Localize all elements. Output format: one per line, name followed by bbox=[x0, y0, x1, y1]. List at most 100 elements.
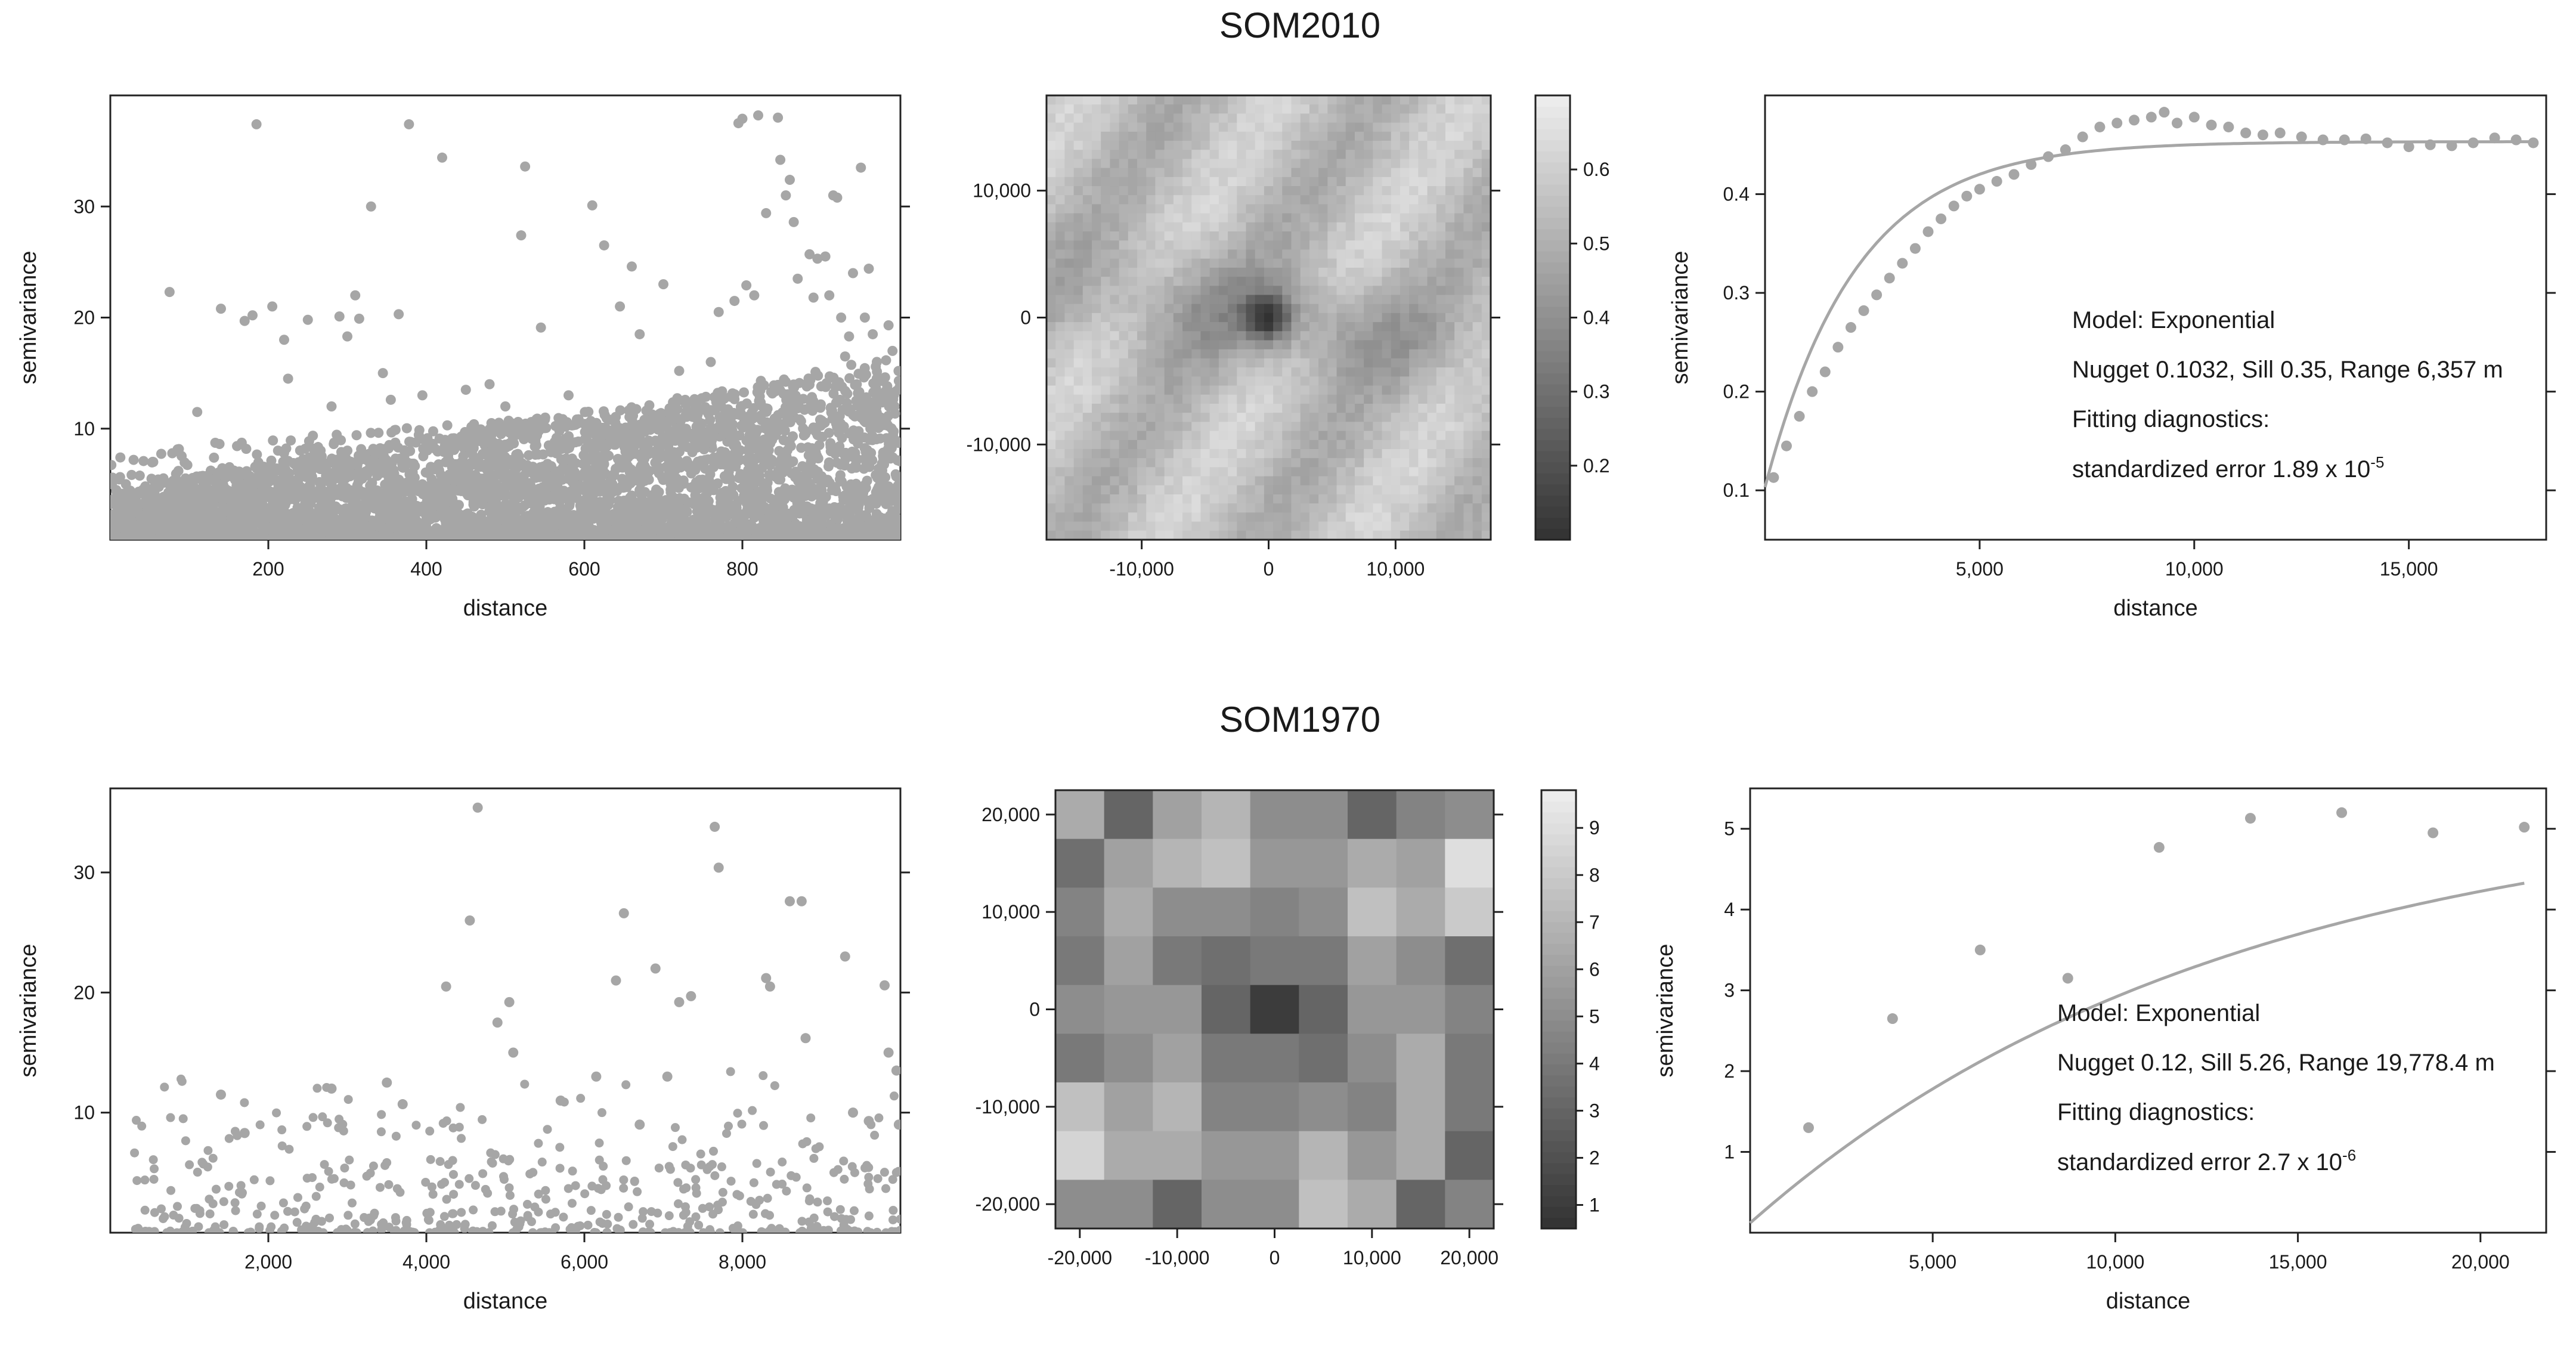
som2010-cloud-cloud-point bbox=[758, 502, 769, 513]
som2010-cloud-cloud-point bbox=[890, 469, 900, 479]
som2010-cloud-cloud-point bbox=[645, 425, 656, 435]
som2010-cloud-cloud-point bbox=[835, 424, 846, 435]
som2010-cloud-cloud-point bbox=[401, 423, 412, 434]
som2010-cloud-cloud-point bbox=[840, 386, 851, 397]
som2010-cloud-cloud-point bbox=[413, 429, 424, 440]
som2010-cloud-cloud-point bbox=[434, 459, 444, 470]
som2010-cloud-cloud-point bbox=[872, 484, 883, 495]
som2010-cloud-cloud-point bbox=[679, 508, 690, 519]
som2010-cloud-cloud-point bbox=[809, 484, 820, 494]
som2010-cloud-cloud-point bbox=[850, 411, 860, 422]
som2010-cloud-cloud-point bbox=[295, 481, 306, 492]
som2010-cloud-cloud-point bbox=[880, 495, 891, 506]
som2010-cloud-cloud-point bbox=[813, 370, 823, 381]
som2010-cloud-ytick-label: 30 bbox=[73, 196, 95, 217]
som2010-cloud-cloud-point bbox=[180, 502, 191, 513]
som2010-cloud-cloud-point bbox=[292, 533, 303, 540]
som2010-cloud-cloud-point bbox=[627, 410, 637, 421]
som2010-cloud-cloud-point bbox=[652, 465, 662, 475]
som2010-cloud-cloud-point bbox=[580, 434, 590, 444]
som2010-cloud-cloud-point bbox=[478, 522, 489, 533]
som2010-cloud-cloud-point bbox=[580, 407, 591, 417]
som2010-cloud-cloud-point bbox=[728, 438, 739, 449]
som2010-cloud-cloud-point bbox=[126, 469, 137, 480]
som2010-cloud-cloud-point bbox=[817, 432, 828, 443]
som2010-cloud-cloud-point bbox=[756, 439, 767, 450]
som2010-cloud-cloud-point bbox=[484, 534, 494, 540]
som2010-cloud-cloud-point bbox=[182, 460, 193, 471]
som2010-cloud-cloud-point bbox=[821, 378, 832, 389]
som2010-cloud-cloud-point bbox=[448, 498, 459, 509]
som2010-cloud-cloud-point bbox=[871, 357, 882, 367]
som1970-title: SOM1970 bbox=[1219, 700, 1381, 739]
som2010-cloud-cloud-point bbox=[464, 525, 475, 536]
som2010-cloud-cloud-point bbox=[210, 438, 221, 448]
som2010-cloud-cloud-point bbox=[209, 452, 219, 463]
som2010-cloud-cloud-point bbox=[726, 451, 737, 462]
som2010-cloud-cloud-point bbox=[776, 510, 787, 521]
som2010-cloud-cloud-point bbox=[281, 443, 292, 454]
som2010-cloud-cloud-point bbox=[736, 401, 747, 411]
som2010-cloud-cloud-point bbox=[828, 443, 838, 454]
som2010-cloud-cloud-point bbox=[644, 400, 655, 411]
som2010-cloud-cloud-point bbox=[599, 459, 609, 469]
som2010-cloud-cloud-point bbox=[701, 509, 711, 520]
som2010-title: SOM2010 bbox=[1219, 5, 1381, 45]
som2010-cloud-ylabel: semivariance bbox=[16, 251, 41, 385]
som2010-cloud-cloud-point bbox=[880, 472, 891, 482]
som2010-cloud-cloud-point bbox=[389, 494, 400, 505]
som2010-cloud-cloud-point bbox=[600, 439, 611, 450]
som2010-cloud-cloud-point bbox=[442, 420, 453, 431]
som2010-cloud-cloud-point bbox=[720, 416, 730, 426]
som2010-cloud-cloud-point bbox=[860, 482, 871, 493]
som2010-cloud-cloud-point bbox=[458, 451, 469, 462]
som2010-cloud-cloud-point bbox=[643, 448, 654, 459]
som2010-cloud-cloud-point bbox=[329, 437, 339, 448]
som2010-cloud-cloud-point bbox=[697, 436, 708, 447]
som2010-cloud-cloud-point bbox=[546, 461, 557, 472]
som2010-cloud-cloud-point bbox=[781, 395, 792, 406]
som2010-cloud-cloud-point bbox=[846, 360, 857, 370]
som2010-cloud-cloud-point bbox=[441, 443, 452, 453]
som2010-cloud-cloud-point bbox=[358, 490, 369, 501]
som2010-cloud-cloud-point bbox=[580, 485, 591, 496]
som2010-cloud-cloud-point bbox=[259, 505, 270, 515]
som2010-cloud-cloud-point bbox=[827, 405, 838, 416]
som2010-cloud-cloud-point bbox=[756, 415, 767, 426]
som2010-cloud-cloud-point bbox=[747, 407, 757, 418]
som2010-cloud-xtick-label: 600 bbox=[568, 558, 600, 580]
som2010-cloud-cloud-point bbox=[794, 401, 804, 412]
som2010-cloud-cloud-point bbox=[120, 509, 131, 520]
som2010-cloud-cloud-point bbox=[556, 419, 566, 430]
som2010-cloud-cloud-point bbox=[739, 387, 750, 398]
som2010-cloud-cloud-point bbox=[404, 513, 415, 524]
som2010-cloud-cloud-point bbox=[576, 506, 587, 516]
som2010-cloud-cloud-point bbox=[654, 414, 664, 425]
som2010-cloud-cloud-point bbox=[853, 369, 864, 379]
som2010-cloud-cloud-point bbox=[179, 487, 190, 497]
som2010-cloud-cloud-point bbox=[376, 465, 387, 476]
som2010-cloud-cloud-point bbox=[893, 366, 900, 376]
som2010-cloud-cloud-point bbox=[367, 485, 377, 496]
som2010-cloud-cloud-point bbox=[636, 490, 647, 500]
som2010-cloud-cloud-point bbox=[801, 426, 812, 437]
som2010-cloud-cloud-point bbox=[473, 461, 484, 472]
som2010-cloud-cloud-point bbox=[141, 526, 151, 537]
som2010-cloud-ytick-label: 10 bbox=[73, 418, 95, 440]
som2010-cloud-cloud-point bbox=[739, 414, 750, 425]
som2010-cloud-cloud-point bbox=[674, 476, 685, 487]
som2010-cloud-cloud-point bbox=[803, 377, 813, 388]
som2010-cloud-cloud-point bbox=[745, 451, 756, 462]
som2010-cloud-cloud-point bbox=[783, 410, 794, 421]
som2010-cloud-cloud-point bbox=[674, 534, 685, 540]
som2010-cloud-cloud-point bbox=[312, 442, 323, 453]
som2010-cloud-cloud-point bbox=[580, 443, 591, 454]
som2010-cloud-cloud-point bbox=[268, 490, 278, 500]
som2010-cloud-cloud-point bbox=[787, 485, 798, 496]
som2010-cloud-cloud-point bbox=[691, 483, 702, 494]
som2010-cloud-cloud-point bbox=[428, 426, 438, 437]
som2010-cloud-cloud-point bbox=[401, 496, 411, 507]
som2010-cloud-cloud-point bbox=[832, 378, 843, 389]
som2010-cloud-cloud-point bbox=[723, 496, 733, 507]
som2010-cloud-cloud-point bbox=[623, 438, 633, 449]
